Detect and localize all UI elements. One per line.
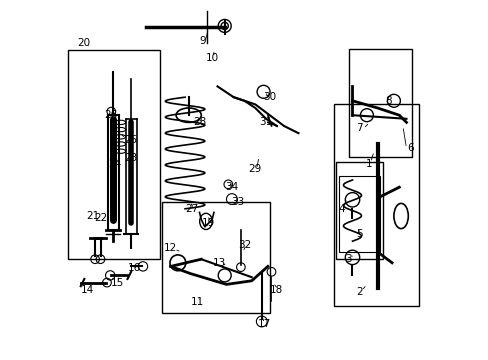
Text: 9: 9 [200, 36, 206, 46]
Bar [338, 176, 380, 252]
Bar [348, 49, 411, 157]
Text: 3: 3 [345, 254, 351, 264]
Text: 4: 4 [338, 204, 345, 214]
Text: 7: 7 [356, 123, 362, 133]
Text: 11: 11 [191, 297, 204, 307]
Text: 14: 14 [81, 285, 94, 295]
Text: 34: 34 [225, 182, 238, 192]
Bar [162, 202, 269, 313]
Bar [68, 50, 160, 259]
Text: 13: 13 [212, 258, 225, 268]
Text: 27: 27 [185, 204, 199, 214]
Text: 15: 15 [111, 278, 124, 288]
Text: 32: 32 [237, 240, 251, 250]
Text: 26: 26 [104, 110, 118, 120]
Text: 16: 16 [128, 263, 141, 273]
Text: 19: 19 [202, 218, 215, 228]
Text: 10: 10 [205, 53, 218, 63]
Text: 2: 2 [356, 287, 362, 297]
Text: 25: 25 [124, 135, 138, 145]
Text: 8: 8 [385, 96, 391, 106]
Text: 20: 20 [78, 38, 91, 48]
Bar [336, 162, 382, 259]
Text: 1: 1 [365, 159, 371, 169]
Text: 17: 17 [257, 319, 270, 329]
Text: 31: 31 [259, 117, 272, 127]
Text: 6: 6 [406, 143, 412, 153]
Text: 23: 23 [124, 153, 138, 163]
Text: 5: 5 [356, 229, 362, 239]
Text: 29: 29 [248, 164, 262, 174]
Text: 28: 28 [192, 117, 206, 127]
Text: 33: 33 [230, 197, 244, 207]
Bar [334, 104, 418, 306]
Text: 21: 21 [86, 211, 100, 221]
Text: 12: 12 [164, 243, 177, 253]
Text: 24: 24 [108, 159, 122, 169]
Text: 30: 30 [263, 92, 276, 102]
Text: 22: 22 [94, 213, 107, 223]
Text: 18: 18 [270, 285, 283, 295]
